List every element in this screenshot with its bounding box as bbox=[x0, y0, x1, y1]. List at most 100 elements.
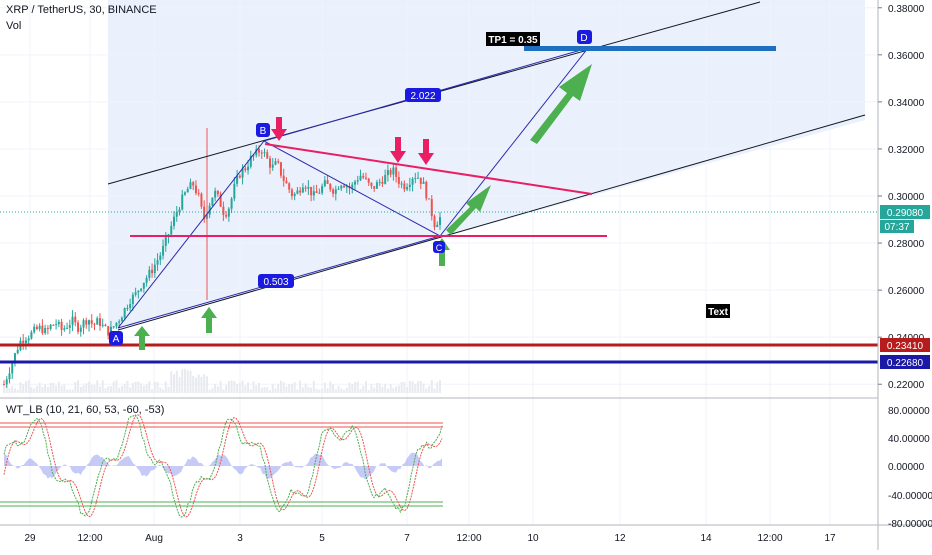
candle-body bbox=[247, 166, 250, 171]
candle-body bbox=[378, 181, 381, 183]
candle-body bbox=[260, 152, 263, 154]
candle-body bbox=[115, 322, 118, 327]
volume-bar bbox=[129, 387, 132, 393]
pink-down-arrow bbox=[271, 117, 287, 141]
candle-body bbox=[362, 175, 365, 178]
oscillator-axis[interactable]: 80.00000 40.00000 0.00000 -40.00000 -80.0000… bbox=[888, 406, 932, 530]
candle-body bbox=[430, 199, 433, 217]
time-tick-label: 10 bbox=[527, 533, 539, 544]
candle-body bbox=[173, 216, 176, 226]
volume-bar bbox=[96, 380, 99, 393]
point-a-label[interactable]: A bbox=[109, 331, 123, 345]
volume-label[interactable]: Vol bbox=[6, 20, 22, 32]
volume-bar bbox=[192, 375, 195, 393]
volume-bar bbox=[175, 370, 178, 393]
candle-body bbox=[359, 175, 362, 181]
volume-bar bbox=[225, 385, 228, 393]
point-d-label[interactable]: D bbox=[577, 30, 592, 44]
candle-body bbox=[296, 190, 299, 194]
volume-bar bbox=[384, 383, 387, 393]
candle-body bbox=[49, 324, 52, 330]
volume-bar bbox=[203, 374, 206, 393]
volume-bar bbox=[153, 381, 156, 393]
volume-bar bbox=[27, 380, 30, 393]
ratio-label-upper[interactable]: 2.022 bbox=[405, 88, 441, 102]
price-axis[interactable]: 0.38000 0.36000 0.34000 0.32000 0.30000 0.280… bbox=[878, 4, 925, 391]
candle-body bbox=[88, 320, 91, 325]
volume-bar bbox=[321, 388, 324, 393]
candle-body bbox=[5, 379, 8, 385]
volume-bar bbox=[57, 381, 60, 393]
candle-body bbox=[112, 326, 115, 328]
candle-body bbox=[312, 191, 315, 196]
text-note[interactable]: Text bbox=[706, 304, 730, 318]
candle-body bbox=[118, 321, 121, 323]
volume-bar bbox=[88, 381, 91, 393]
volume-bar bbox=[151, 389, 154, 393]
svg-text:0.22680: 0.22680 bbox=[887, 358, 924, 369]
time-axis[interactable]: 29 12:00 Aug 3 5 7 12:00 10 12 14 12:00 17 bbox=[24, 533, 836, 544]
candle-body bbox=[227, 208, 230, 217]
volume-bar bbox=[126, 381, 129, 393]
volume-bar bbox=[334, 389, 337, 393]
candle-body bbox=[142, 282, 145, 289]
volume-bar bbox=[82, 385, 85, 393]
volume-bar bbox=[211, 388, 214, 393]
candle-body bbox=[411, 178, 414, 185]
pink-down-arrow bbox=[390, 137, 406, 163]
candle-body bbox=[96, 318, 99, 325]
volume-bar bbox=[11, 385, 14, 393]
oscillator-title[interactable]: WT_LB (10, 21, 60, 53, -60, -53) bbox=[6, 404, 165, 416]
time-tick-label: 5 bbox=[319, 533, 325, 544]
candle-body bbox=[11, 362, 14, 374]
svg-text:B: B bbox=[260, 126, 267, 137]
point-b-label[interactable]: B bbox=[256, 123, 270, 137]
price-tick-label: 0.36000 bbox=[888, 51, 925, 62]
svg-text:2.022: 2.022 bbox=[410, 91, 435, 102]
candle-body bbox=[332, 189, 335, 194]
green-diagonal-arrow bbox=[530, 64, 592, 144]
point-c-label[interactable]: C bbox=[433, 241, 445, 253]
volume-bar bbox=[181, 369, 184, 393]
volume-bar bbox=[5, 383, 8, 393]
time-tick-label: 12:00 bbox=[456, 533, 481, 544]
volume-bar bbox=[252, 381, 255, 393]
volume-bar bbox=[428, 385, 431, 393]
volume-bar bbox=[417, 381, 420, 393]
volume-bar bbox=[359, 389, 362, 393]
harmonic-pattern-lines[interactable] bbox=[117, 47, 589, 329]
pink-trendline[interactable] bbox=[264, 143, 593, 195]
volume-bar bbox=[208, 389, 211, 393]
candle-body bbox=[74, 316, 77, 323]
candle-body bbox=[181, 194, 184, 210]
candle-body bbox=[337, 188, 340, 190]
volume-bar bbox=[439, 380, 441, 393]
candle-body bbox=[392, 167, 395, 175]
volume-bar bbox=[277, 384, 280, 393]
volume-bar bbox=[170, 371, 173, 393]
osc-main-line bbox=[3, 414, 443, 518]
candle-body bbox=[211, 197, 214, 206]
tp-label[interactable]: TP1 = 0.35 bbox=[486, 32, 540, 46]
candle-body bbox=[255, 149, 258, 156]
volume-bar bbox=[351, 384, 354, 393]
ratio-label-lower[interactable]: 0.503 bbox=[258, 274, 294, 288]
wavetrend-oscillator bbox=[3, 414, 443, 518]
volume-bar bbox=[433, 388, 436, 393]
candle-body bbox=[134, 292, 137, 295]
volume-bar bbox=[104, 388, 107, 393]
tp-target-bar[interactable] bbox=[524, 46, 776, 51]
volume-bar bbox=[340, 388, 343, 393]
volume-bar bbox=[115, 380, 118, 393]
volume-bar bbox=[436, 382, 439, 393]
time-tick-label: 7 bbox=[404, 533, 410, 544]
candle-body bbox=[428, 198, 431, 200]
candle-body bbox=[203, 206, 206, 219]
volume-bar bbox=[230, 380, 233, 393]
symbol-title[interactable]: XRP / TetherUS, 30, BINANCE bbox=[6, 4, 157, 16]
volume-bar bbox=[68, 389, 71, 393]
channel-lower-line[interactable] bbox=[117, 114, 866, 331]
candle-body bbox=[364, 177, 367, 179]
